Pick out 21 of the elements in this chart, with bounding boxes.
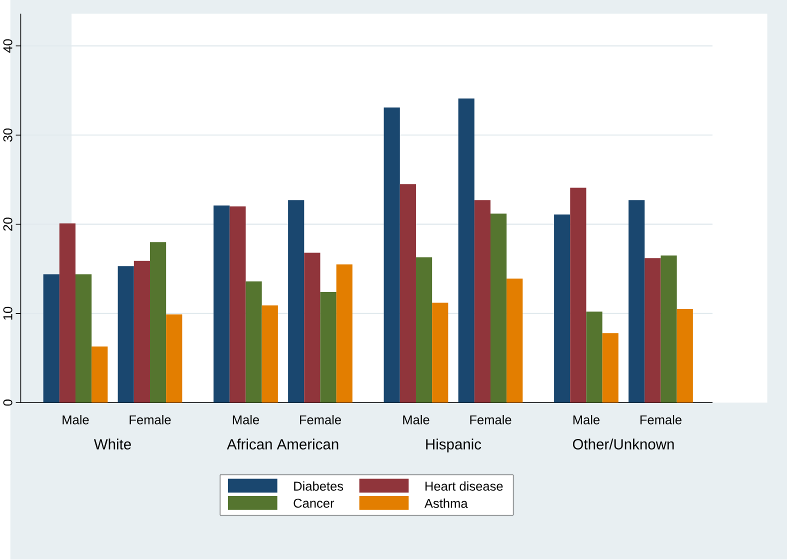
- x-tick-label: Male: [62, 415, 89, 425]
- x-tick-label: Male: [403, 415, 430, 425]
- x-tick-label: Female: [130, 415, 171, 425]
- text: Hispanic: [426, 438, 482, 453]
- x-tick-label: Female: [470, 415, 512, 425]
- x-tick-label: Female: [300, 415, 341, 425]
- legend-label: Asthma: [424, 498, 468, 508]
- text: Other/Unknown: [572, 438, 674, 450]
- y-tick-label: 30: [3, 128, 12, 142]
- legend-label: Heart disease: [426, 482, 503, 491]
- text: African American: [226, 438, 338, 450]
- x-tick-label: Female: [640, 415, 682, 425]
- text: White: [94, 438, 131, 450]
- x-tick-label: Male: [232, 415, 260, 425]
- legend-label: Cancer: [294, 498, 334, 508]
- y-tick-label: 40: [3, 40, 12, 53]
- legend-label: Diabetes: [294, 482, 344, 491]
- x-tick-label: Male: [573, 415, 600, 425]
- y-tick-label: 20: [3, 218, 12, 231]
- y-tick-label: 0: [3, 400, 12, 406]
- y-tick-label: 10: [3, 307, 12, 320]
